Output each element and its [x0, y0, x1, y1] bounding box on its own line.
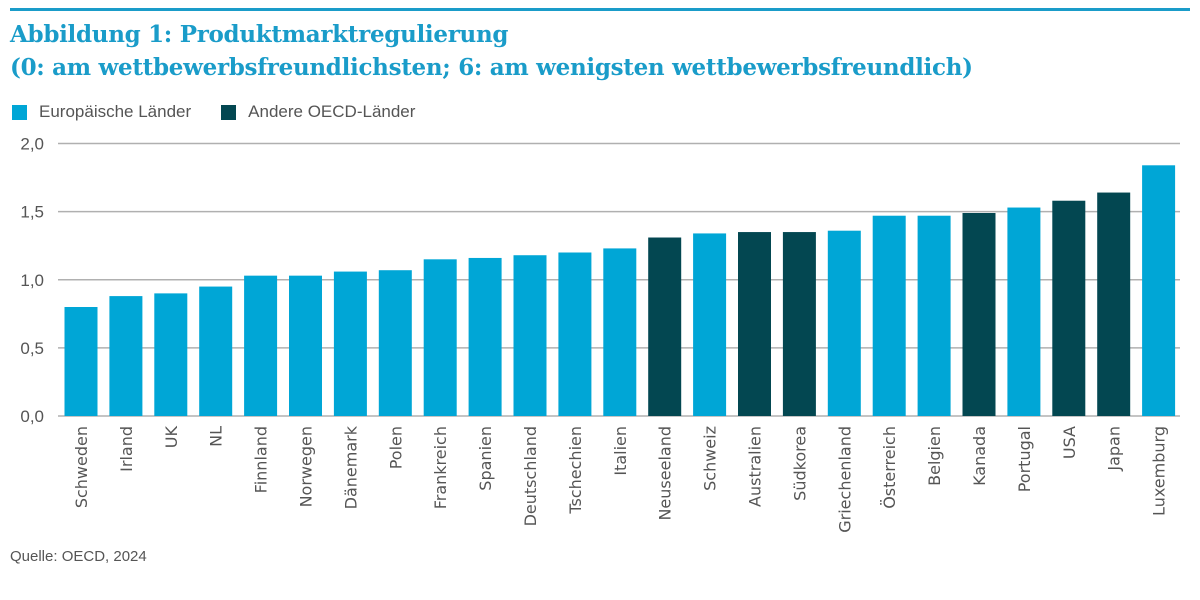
bar-griechenland: [827, 230, 861, 416]
x-tick-label: UK: [162, 425, 181, 448]
x-tick-label: Spanien: [476, 426, 495, 491]
chart-title: Abbildung 1: Produktmarktregulierung (0:…: [10, 18, 973, 84]
chart-title-line-2: (0: am wettbewerbsfreundlichsten; 6: am …: [10, 54, 973, 81]
x-tick-label: Polen: [386, 426, 405, 469]
y-axis-ticks: 0,0 0,5 1,0 1,5 2,0: [20, 135, 44, 427]
legend-swatch-other: [221, 104, 237, 120]
bar-polen: [378, 270, 412, 416]
bar-schweiz: [693, 233, 727, 416]
x-tick-label: Portugal: [1015, 426, 1034, 492]
bar-japan: [1097, 192, 1131, 416]
x-tick-label: Tschechien: [566, 426, 585, 515]
x-tick-label: Österreich: [880, 426, 899, 509]
top-rule: [10, 8, 1190, 11]
bar-usa: [1052, 200, 1086, 416]
bar-tschechien: [558, 252, 592, 416]
x-tick-label: Dänemark: [341, 425, 360, 509]
legend-swatch-european: [12, 104, 27, 120]
x-tick-label: Italien: [611, 426, 630, 476]
bar-nl: [199, 286, 233, 416]
bar-frankreich: [423, 259, 457, 416]
bar-uk: [154, 293, 188, 416]
bar-neuseeland: [648, 237, 682, 416]
bar-luxemburg: [1142, 165, 1176, 416]
x-tick-label: Deutschland: [521, 426, 540, 526]
bar-norwegen: [289, 275, 322, 416]
y-tick-label: 1,5: [20, 203, 44, 222]
x-tick-label: Neuseeland: [656, 426, 675, 521]
x-tick-label: Belgien: [925, 426, 944, 486]
bar-südkorea: [782, 232, 816, 416]
bar-schweden: [64, 307, 98, 416]
bar-deutschland: [513, 255, 547, 416]
x-tick-label: Südkorea: [790, 426, 809, 501]
y-tick-label: 2,0: [20, 135, 44, 154]
legend-item-european: Europäische Länder: [12, 102, 191, 122]
bar-portugal: [1007, 207, 1041, 416]
bar-dänemark: [333, 271, 367, 416]
x-tick-label: Kanada: [970, 426, 989, 486]
bar-kanada: [962, 212, 996, 416]
x-tick-label: Schweiz: [701, 426, 720, 491]
legend-label-other: Andere OECD-Länder: [248, 102, 416, 121]
y-tick-label: 1,0: [20, 271, 44, 290]
source-note: Quelle: OECD, 2024: [10, 548, 147, 565]
y-tick-label: 0,5: [20, 339, 44, 358]
bar-irland: [109, 296, 143, 416]
x-tick-label: Griechenland: [835, 426, 854, 533]
x-tick-label: NL: [207, 426, 226, 447]
x-tick-label: USA: [1060, 426, 1079, 459]
bars: [64, 165, 1176, 416]
bar-italien: [603, 248, 637, 416]
bar-australien: [738, 232, 771, 416]
x-tick-label: Norwegen: [297, 426, 316, 507]
legend: Europäische Länder Andere OECD-Länder: [12, 102, 445, 122]
x-tick-label: Australien: [746, 426, 765, 507]
x-tick-label: Japan: [1105, 426, 1124, 472]
legend-label-european: Europäische Länder: [39, 102, 192, 121]
legend-item-other: Andere OECD-Länder: [221, 102, 415, 122]
chart-title-line-1: Abbildung 1: Produktmarktregulierung: [10, 21, 509, 48]
x-axis-labels: Schweden Irland UK NL Finnland Norwegen Dänema…: [72, 425, 1169, 532]
bar-finnland: [244, 275, 278, 416]
x-tick-label: Luxemburg: [1150, 426, 1169, 516]
bar-spanien: [468, 257, 502, 416]
x-tick-label: Finnland: [252, 426, 271, 493]
x-tick-label: Irland: [117, 426, 136, 472]
bar-belgien: [917, 215, 951, 416]
y-tick-label: 0,0: [20, 407, 44, 426]
bar-österreich: [872, 215, 906, 416]
x-tick-label: Frankreich: [431, 426, 450, 509]
x-tick-label: Schweden: [72, 426, 91, 508]
